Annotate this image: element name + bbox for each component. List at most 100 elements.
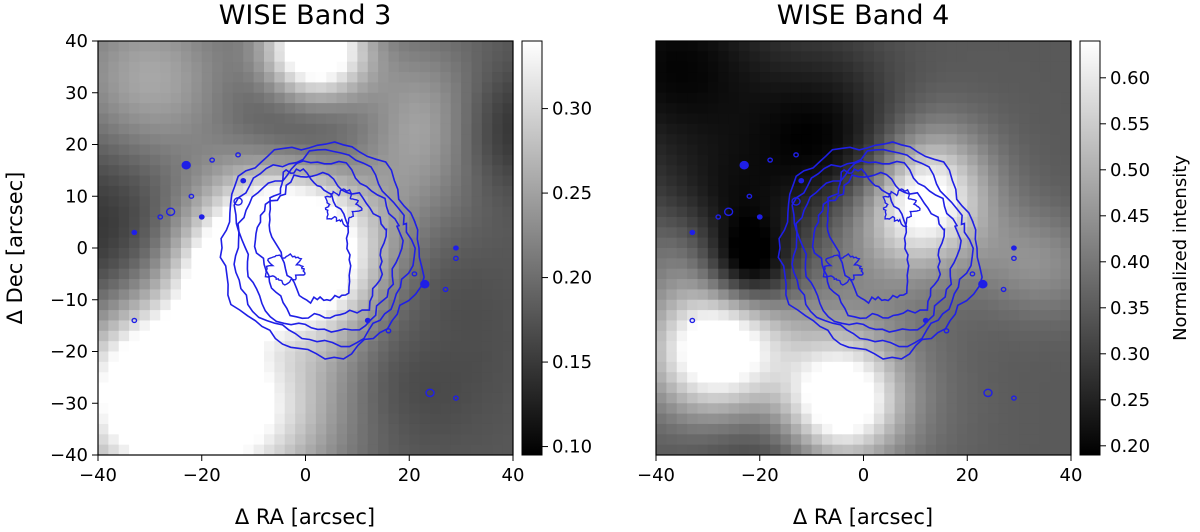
- heatmap-cell: [873, 72, 885, 83]
- heatmap-cell: [790, 113, 802, 125]
- heatmap-cell: [347, 289, 358, 301]
- heatmap-cell: [149, 403, 161, 415]
- heatmap-cell: [243, 434, 255, 446]
- heatmap-cell: [676, 279, 688, 290]
- heatmap-cell: [822, 403, 833, 415]
- heatmap-cell: [481, 289, 493, 301]
- heatmap-cell: [440, 175, 452, 187]
- heatmap-cell: [1019, 444, 1031, 455]
- heatmap-cell: [492, 92, 504, 104]
- heatmap-cell: [1008, 444, 1020, 455]
- heatmap-cell: [1029, 299, 1041, 311]
- heatmap-cell: [666, 444, 678, 455]
- heatmap-cell: [295, 361, 307, 373]
- heatmap-cell: [832, 392, 844, 404]
- heatmap-cell: [481, 299, 493, 311]
- heatmap-cell: [894, 258, 906, 270]
- heatmap-cell: [1050, 61, 1062, 73]
- heatmap-cell: [305, 196, 317, 208]
- heatmap-cell: [853, 51, 865, 63]
- heatmap-cell: [409, 258, 421, 270]
- heatmap-cell: [697, 113, 709, 125]
- heatmap-cell: [739, 289, 750, 301]
- heatmap-cell: [450, 227, 462, 239]
- heatmap-cell: [357, 227, 369, 239]
- heatmap-cell: [450, 144, 462, 156]
- heatmap-cell: [988, 185, 999, 197]
- heatmap-cell: [481, 361, 493, 373]
- heatmap-cell: [1060, 92, 1071, 104]
- heatmap-cell: [149, 72, 161, 83]
- heatmap-cell: [1050, 330, 1062, 342]
- heatmap-cell: [471, 351, 483, 363]
- heatmap-cell: [790, 434, 802, 446]
- heatmap-cell: [801, 41, 813, 52]
- heatmap-cell: [212, 372, 224, 384]
- heatmap-cell: [347, 403, 358, 415]
- heatmap-cell: [450, 196, 462, 208]
- heatmap-cell: [707, 268, 719, 280]
- heatmap-cell: [1008, 206, 1020, 218]
- heatmap-cell: [988, 341, 999, 353]
- heatmap-cell: [139, 82, 151, 94]
- heatmap-cell: [780, 92, 792, 104]
- heatmap-cell: [450, 134, 462, 146]
- heatmap-cell: [811, 351, 823, 363]
- heatmap-cell: [98, 113, 109, 125]
- heatmap-cell: [759, 330, 771, 342]
- heatmap-cell: [264, 403, 275, 415]
- heatmap-cell: [450, 361, 462, 373]
- heatmap-cell: [378, 41, 390, 52]
- heatmap-cell: [264, 289, 275, 301]
- heatmap-cell: [222, 165, 234, 177]
- heatmap-cell: [201, 372, 213, 384]
- heatmap-cell: [149, 330, 161, 342]
- heatmap-cell: [295, 382, 307, 394]
- heatmap-cell: [170, 444, 182, 455]
- heatmap-cell: [367, 92, 379, 104]
- heatmap-cell: [450, 185, 462, 197]
- heatmap-cell: [956, 299, 968, 311]
- heatmap-cell: [378, 392, 390, 404]
- heatmap-cell: [326, 103, 338, 115]
- heatmap-cell: [253, 279, 265, 290]
- contour-blob: [689, 317, 696, 324]
- heatmap-cell: [656, 372, 667, 384]
- heatmap-cell: [707, 144, 719, 156]
- title-band3: WISE Band 3: [219, 0, 392, 31]
- heatmap-cell: [243, 92, 255, 104]
- heatmap-cell: [801, 237, 813, 249]
- heatmap-cell: [492, 392, 504, 404]
- heatmap-cell: [367, 196, 379, 208]
- heatmap-cell: [461, 72, 473, 83]
- heatmap-cell: [492, 413, 504, 425]
- heatmap-cell: [388, 444, 400, 455]
- heatmap-cell: [666, 361, 678, 373]
- heatmap-cell: [967, 237, 979, 249]
- heatmap-cell: [274, 165, 286, 177]
- heatmap-cell: [749, 341, 761, 353]
- heatmap-cell: [1060, 82, 1071, 94]
- heatmap-cell: [232, 310, 244, 322]
- heatmap-cell: [284, 113, 296, 125]
- heatmap-cell: [461, 237, 473, 249]
- heatmap-cell: [790, 403, 802, 415]
- heatmap-cell: [305, 72, 317, 83]
- heatmap-cell: [1029, 382, 1041, 394]
- heatmap-cell: [264, 92, 275, 104]
- heatmap-cell: [274, 134, 286, 146]
- heatmap-cell: [191, 289, 203, 301]
- heatmap-cell: [129, 237, 141, 249]
- heatmap-cell: [461, 268, 473, 280]
- heatmap-cell: [357, 268, 369, 280]
- heatmap-cell: [264, 423, 275, 435]
- heatmap-cell: [853, 320, 865, 332]
- heatmap-cell: [925, 413, 937, 425]
- heatmap-cell: [1019, 61, 1031, 73]
- heatmap-cell: [430, 279, 441, 290]
- heatmap-cell: [707, 413, 719, 425]
- heatmap-cell: [461, 51, 473, 63]
- heatmap-cell: [357, 165, 369, 177]
- heatmap-cell: [988, 382, 999, 394]
- heatmap-cell: [656, 382, 667, 394]
